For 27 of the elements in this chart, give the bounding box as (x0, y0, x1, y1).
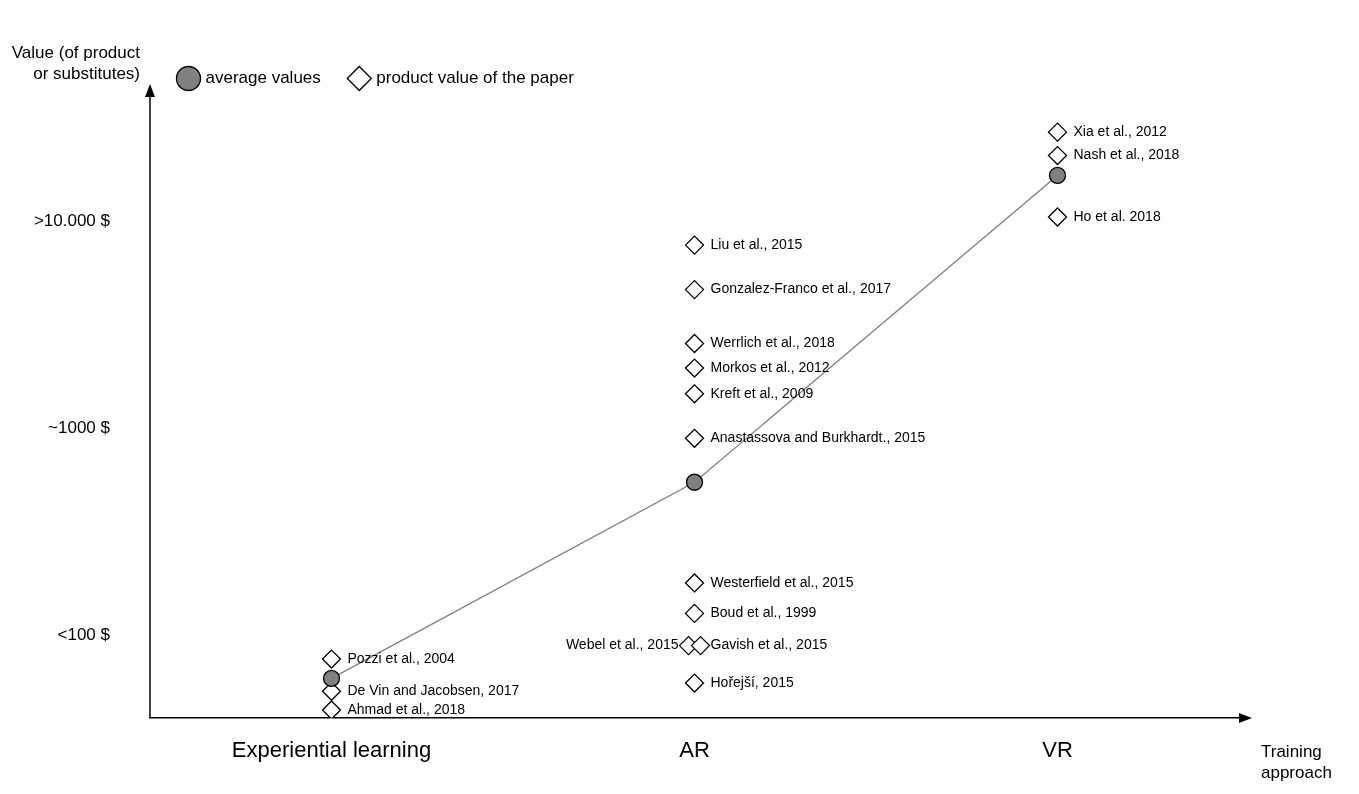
x-tick-label: AR (679, 736, 710, 762)
x-axis-title: Training approach (1261, 741, 1332, 782)
annotation: Werrlich et al., 2018 (710, 334, 835, 351)
annotation: Morkos et al., 2012 (710, 358, 830, 375)
annotation: Kreft et al., 2009 (710, 384, 814, 401)
text: >10.000 $ (33, 210, 111, 230)
annotation: Liu et al., 2015 (710, 235, 803, 252)
legend-label: product value of the paper (376, 68, 575, 88)
annotation: Ahmad et al., 2018 (347, 700, 466, 717)
annotation: Boud et al., 1999 (710, 604, 817, 621)
annotation: Westerfield et al., 2015 (710, 573, 854, 590)
annotation: Anastassova and Burkhardt., 2015 (710, 429, 926, 446)
annotation: De Vin and Jacobsen, 2017 (347, 682, 520, 699)
y-axis-title: Value (of product or substitutes) (11, 43, 141, 84)
legend-label: average values (205, 68, 321, 88)
text: <100 $ (57, 624, 111, 644)
annotation: Hořejší, 2015 (710, 673, 794, 690)
annotation: Pozzi et al., 2004 (347, 649, 456, 666)
text: ~1000 $ (48, 417, 111, 437)
annotation: Nash et al., 2018 (1073, 146, 1180, 163)
annotation: Gavish et al., 2015 (710, 636, 828, 653)
annotation: Ho et al. 2018 (1073, 207, 1161, 224)
x-tick-label: Experiential learning (231, 736, 432, 762)
annotation: Webel et al., 2015 (565, 636, 679, 653)
x-tick-label: VR (1042, 736, 1073, 762)
annotation: Gonzalez-Franco et al., 2017 (710, 280, 892, 297)
annotation: Xia et al., 2012 (1073, 122, 1168, 139)
